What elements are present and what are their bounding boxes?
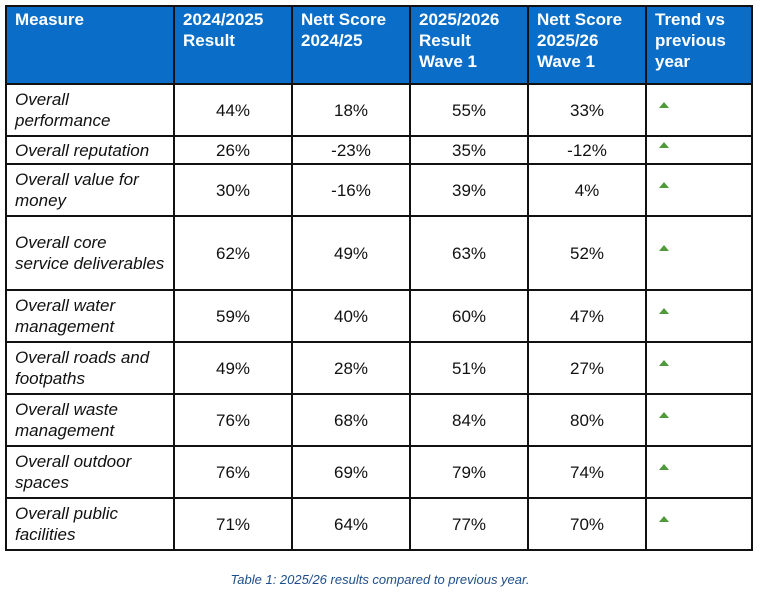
measure-cell: Overall roads and footpaths bbox=[5, 341, 175, 395]
trend-cell bbox=[645, 497, 753, 551]
trend-up-icon bbox=[659, 102, 669, 109]
result-2425-cell: 30% bbox=[173, 163, 293, 217]
trend-up-icon bbox=[659, 412, 669, 419]
measure-cell: Overall outdoor spaces bbox=[5, 445, 175, 499]
header-measure: Measure bbox=[5, 5, 175, 85]
header-result-2425: 2024/2025 Result bbox=[173, 5, 293, 85]
header-trend: Trend vs previous year bbox=[645, 5, 753, 85]
nett-2425-cell: 49% bbox=[291, 215, 411, 291]
result-2526-cell: 63% bbox=[409, 215, 529, 291]
result-2425-cell: 71% bbox=[173, 497, 293, 551]
result-2425-cell: 44% bbox=[173, 83, 293, 137]
table-row: Overall public facilities 71% 64% 77% 70% bbox=[5, 497, 753, 551]
result-2526-cell: 35% bbox=[409, 135, 529, 165]
table-row: Overall performance 44% 18% 55% 33% bbox=[5, 83, 753, 137]
measure-cell: Overall value for money bbox=[5, 163, 175, 217]
result-2526-cell: 51% bbox=[409, 341, 529, 395]
trend-cell bbox=[645, 163, 753, 217]
result-2526-cell: 60% bbox=[409, 289, 529, 343]
table-row: Overall reputation 26% -23% 35% -12% bbox=[5, 135, 753, 165]
trend-up-icon bbox=[659, 245, 669, 252]
result-2425-cell: 76% bbox=[173, 393, 293, 447]
nett-2425-cell: 69% bbox=[291, 445, 411, 499]
table-row: Overall waste management 76% 68% 84% 80% bbox=[5, 393, 753, 447]
result-2526-cell: 77% bbox=[409, 497, 529, 551]
header-nett-2526: Nett Score 2025/26 Wave 1 bbox=[527, 5, 647, 85]
results-table: Measure 2024/2025 Result Nett Score 2024… bbox=[5, 5, 753, 551]
nett-2425-cell: 64% bbox=[291, 497, 411, 551]
result-2425-cell: 59% bbox=[173, 289, 293, 343]
trend-cell bbox=[645, 83, 753, 137]
measure-cell: Overall public facilities bbox=[5, 497, 175, 551]
measure-cell: Overall core service deliverables bbox=[5, 215, 175, 291]
measure-cell: Overall performance bbox=[5, 83, 175, 137]
result-2526-cell: 39% bbox=[409, 163, 529, 217]
nett-2526-cell: 4% bbox=[527, 163, 647, 217]
result-2526-cell: 79% bbox=[409, 445, 529, 499]
trend-cell bbox=[645, 135, 753, 165]
table-row: Overall value for money 30% -16% 39% 4% bbox=[5, 163, 753, 217]
table-row: Overall water management 59% 40% 60% 47% bbox=[5, 289, 753, 343]
nett-2425-cell: 18% bbox=[291, 83, 411, 137]
result-2425-cell: 76% bbox=[173, 445, 293, 499]
nett-2526-cell: 27% bbox=[527, 341, 647, 395]
measure-cell: Overall water management bbox=[5, 289, 175, 343]
trend-up-icon bbox=[659, 516, 669, 523]
nett-2425-cell: -23% bbox=[291, 135, 411, 165]
table-row: Overall outdoor spaces 76% 69% 79% 74% bbox=[5, 445, 753, 499]
table-caption: Table 1: 2025/26 results compared to pre… bbox=[230, 572, 530, 587]
result-2425-cell: 62% bbox=[173, 215, 293, 291]
trend-cell bbox=[645, 341, 753, 395]
header-nett-2425: Nett Score 2024/25 bbox=[291, 5, 411, 85]
table-row: Overall core service deliverables 62% 49% 6… bbox=[5, 215, 753, 291]
nett-2425-cell: -16% bbox=[291, 163, 411, 217]
trend-up-icon bbox=[659, 464, 669, 471]
nett-2526-cell: 52% bbox=[527, 215, 647, 291]
trend-cell bbox=[645, 445, 753, 499]
nett-2526-cell: 33% bbox=[527, 83, 647, 137]
trend-up-icon bbox=[659, 182, 669, 189]
trend-up-icon bbox=[659, 308, 669, 315]
nett-2526-cell: 74% bbox=[527, 445, 647, 499]
trend-cell bbox=[645, 289, 753, 343]
nett-2425-cell: 68% bbox=[291, 393, 411, 447]
nett-2425-cell: 40% bbox=[291, 289, 411, 343]
nett-2526-cell: 70% bbox=[527, 497, 647, 551]
nett-2526-cell: 47% bbox=[527, 289, 647, 343]
trend-up-icon bbox=[659, 142, 669, 149]
nett-2526-cell: -12% bbox=[527, 135, 647, 165]
result-2526-cell: 84% bbox=[409, 393, 529, 447]
trend-cell bbox=[645, 215, 753, 291]
trend-up-icon bbox=[659, 360, 669, 367]
header-result-2526: 2025/2026 Result Wave 1 bbox=[409, 5, 529, 85]
result-2526-cell: 55% bbox=[409, 83, 529, 137]
result-2425-cell: 49% bbox=[173, 341, 293, 395]
nett-2425-cell: 28% bbox=[291, 341, 411, 395]
nett-2526-cell: 80% bbox=[527, 393, 647, 447]
header-row: Measure 2024/2025 Result Nett Score 2024… bbox=[5, 5, 753, 85]
trend-cell bbox=[645, 393, 753, 447]
result-2425-cell: 26% bbox=[173, 135, 293, 165]
table-row: Overall roads and footpaths 49% 28% 51% 27% bbox=[5, 341, 753, 395]
measure-cell: Overall waste management bbox=[5, 393, 175, 447]
measure-cell: Overall reputation bbox=[5, 135, 175, 165]
